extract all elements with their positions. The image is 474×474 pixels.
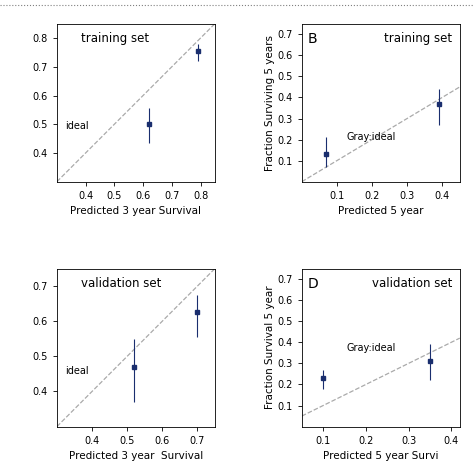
Y-axis label: Fraction Survival 5 year: Fraction Survival 5 year [264, 286, 274, 410]
Text: validation set: validation set [372, 276, 452, 290]
X-axis label: Predicted 3 year Survival: Predicted 3 year Survival [70, 206, 201, 216]
Text: Gray:ideal: Gray:ideal [346, 343, 395, 353]
Y-axis label: Fraction Surviving 5 years: Fraction Surviving 5 years [264, 35, 274, 171]
Text: ideal: ideal [65, 121, 89, 131]
X-axis label: Predicted 3 year  Survival: Predicted 3 year Survival [69, 451, 203, 461]
Text: training set: training set [81, 32, 149, 45]
Text: B: B [308, 32, 318, 46]
Text: ideal: ideal [65, 366, 89, 376]
X-axis label: Predicted 5 year Survi: Predicted 5 year Survi [323, 451, 438, 461]
Text: training set: training set [384, 32, 452, 45]
Text: D: D [308, 276, 319, 291]
X-axis label: Predicted 5 year: Predicted 5 year [338, 206, 424, 216]
Text: Gray:ideal: Gray:ideal [346, 132, 395, 143]
Text: validation set: validation set [81, 276, 161, 290]
